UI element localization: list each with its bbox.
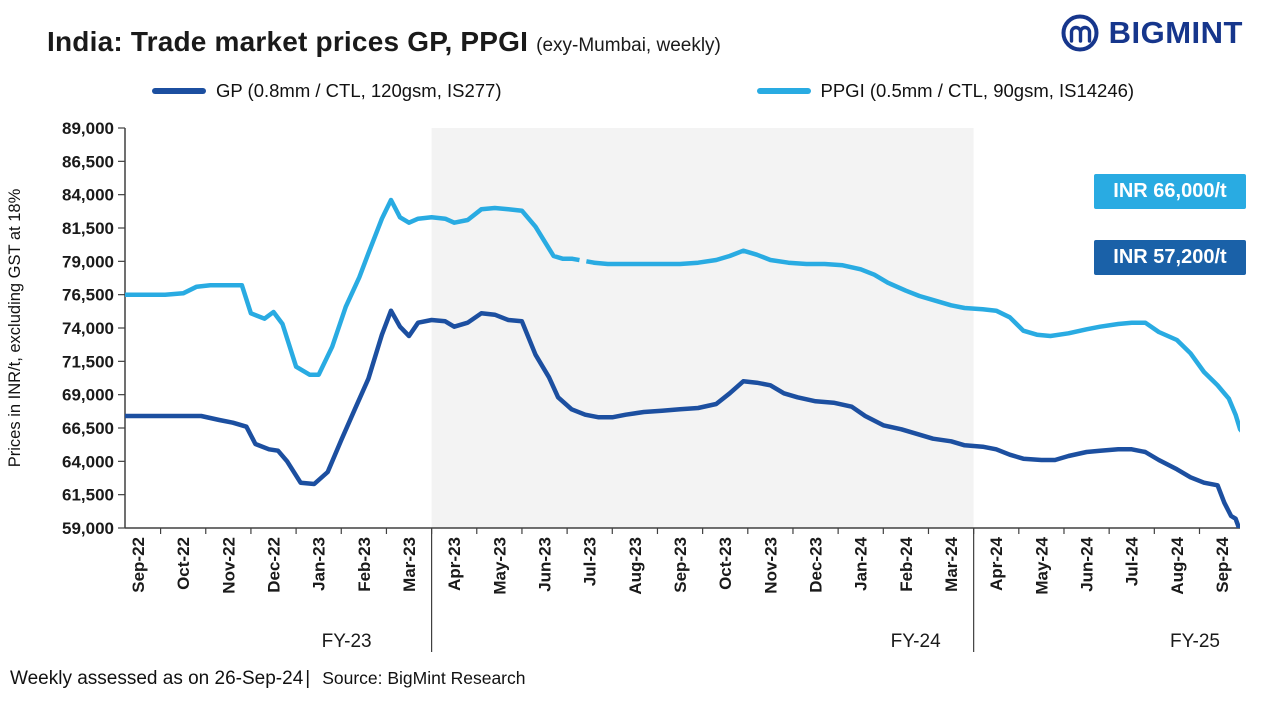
gp-price-callout: INR 57,200/t bbox=[1094, 240, 1246, 275]
legend-label-gp: GP (0.8mm / CTL, 120gsm, IS277) bbox=[216, 80, 502, 101]
svg-text:Jun-24: Jun-24 bbox=[1078, 536, 1097, 591]
svg-text:64,000: 64,000 bbox=[62, 452, 114, 471]
legend-item-ppgi: PPGI (0.5mm / CTL, 90gsm, IS14246) bbox=[756, 80, 1135, 102]
svg-text:Apr-24: Apr-24 bbox=[987, 536, 1006, 590]
gp-price-callout-label: INR 57,200/t bbox=[1113, 246, 1227, 268]
svg-text:76,500: 76,500 bbox=[62, 286, 114, 305]
ppgi-price-callout-label: INR 66,000/t bbox=[1113, 180, 1227, 202]
bigmint-logo-text: BIGMINT bbox=[1108, 15, 1243, 50]
svg-text:Mar-23: Mar-23 bbox=[400, 537, 419, 592]
svg-text:Jan-23: Jan-23 bbox=[310, 537, 329, 591]
svg-text:May-24: May-24 bbox=[1032, 536, 1051, 594]
footnote: Weekly assessed as on 26-Sep-24 | Source… bbox=[10, 668, 526, 690]
source-note: Source: BigMint Research bbox=[322, 668, 526, 688]
svg-text:Oct-23: Oct-23 bbox=[716, 537, 735, 590]
svg-text:69,000: 69,000 bbox=[62, 386, 114, 405]
bigmint-logo: BIGMINT bbox=[1059, 13, 1243, 53]
ppgi-line-swatch bbox=[756, 88, 811, 94]
page-title: India: Trade market prices GP, PPGI (exy… bbox=[47, 26, 721, 58]
svg-text:Jul-24: Jul-24 bbox=[1123, 536, 1142, 586]
svg-text:Feb-23: Feb-23 bbox=[355, 537, 374, 592]
svg-text:89,000: 89,000 bbox=[62, 119, 114, 138]
bigmint-logo-icon bbox=[1061, 14, 1099, 52]
svg-text:Feb-24: Feb-24 bbox=[897, 536, 916, 591]
svg-text:Dec-23: Dec-23 bbox=[807, 537, 826, 593]
svg-text:Prices in INR/t, excluding GST: Prices in INR/t, excluding GST at 18% bbox=[6, 188, 24, 467]
svg-text:Nov-23: Nov-23 bbox=[761, 537, 780, 594]
svg-text:FY-24: FY-24 bbox=[891, 631, 941, 652]
page-title-main: India: Trade market prices GP, PPGI bbox=[47, 26, 529, 57]
svg-text:Mar-24: Mar-24 bbox=[942, 536, 961, 591]
svg-text:74,000: 74,000 bbox=[62, 319, 114, 338]
legend-label-ppgi: PPGI (0.5mm / CTL, 90gsm, IS14246) bbox=[820, 80, 1135, 101]
svg-text:Dec-22: Dec-22 bbox=[265, 537, 284, 593]
svg-text:Jul-23: Jul-23 bbox=[581, 537, 600, 586]
svg-text:84,000: 84,000 bbox=[62, 186, 114, 205]
svg-text:Sep-22: Sep-22 bbox=[129, 537, 148, 593]
svg-text:Nov-22: Nov-22 bbox=[219, 537, 238, 594]
svg-text:66,500: 66,500 bbox=[62, 419, 114, 438]
svg-text:May-23: May-23 bbox=[490, 537, 509, 595]
svg-text:Apr-23: Apr-23 bbox=[445, 537, 464, 591]
footer-separator: | bbox=[305, 668, 311, 689]
page-title-subtitle: (exy-Mumbai, weekly) bbox=[536, 35, 721, 56]
svg-text:Jan-24: Jan-24 bbox=[852, 536, 871, 590]
svg-text:59,000: 59,000 bbox=[62, 519, 114, 538]
svg-text:Sep-24: Sep-24 bbox=[1213, 536, 1232, 592]
svg-text:FY-23: FY-23 bbox=[322, 631, 372, 652]
svg-text:71,500: 71,500 bbox=[62, 352, 114, 371]
svg-text:61,500: 61,500 bbox=[62, 486, 114, 505]
svg-text:Sep-23: Sep-23 bbox=[671, 537, 690, 593]
svg-text:79,000: 79,000 bbox=[62, 252, 114, 271]
chart-legend: GP (0.8mm / CTL, 120gsm, IS277) PPGI (0.… bbox=[152, 80, 1134, 102]
svg-text:Aug-23: Aug-23 bbox=[626, 537, 645, 595]
svg-text:Oct-22: Oct-22 bbox=[174, 537, 193, 590]
svg-text:Jun-23: Jun-23 bbox=[536, 537, 555, 592]
assessment-date: Weekly assessed as on 26-Sep-24 bbox=[10, 668, 304, 689]
legend-item-gp: GP (0.8mm / CTL, 120gsm, IS277) bbox=[152, 80, 502, 102]
gp-line-swatch bbox=[152, 88, 206, 94]
svg-text:Aug-24: Aug-24 bbox=[1168, 536, 1187, 594]
svg-text:86,500: 86,500 bbox=[62, 152, 114, 171]
svg-text:FY-25: FY-25 bbox=[1170, 631, 1220, 652]
svg-text:81,500: 81,500 bbox=[62, 219, 114, 238]
ppgi-price-callout: INR 66,000/t bbox=[1094, 174, 1246, 209]
